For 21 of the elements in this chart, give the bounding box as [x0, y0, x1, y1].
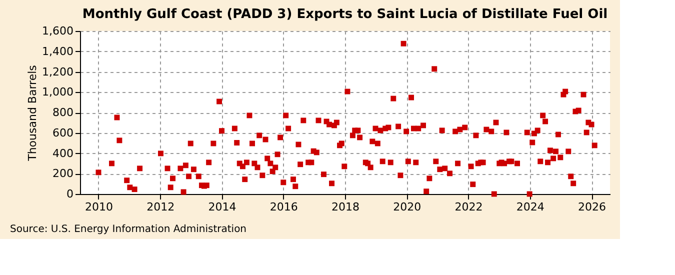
x-tick-label: 2018 — [332, 200, 360, 214]
y-tick-label: 1,600 — [42, 24, 74, 38]
x-tick-label: 2016 — [270, 200, 298, 214]
x-tick-label: 2020 — [393, 200, 422, 214]
y-tick-label: 1,000 — [42, 86, 74, 99]
y-tick-label: 600 — [52, 126, 74, 140]
x-tick-label: 2022 — [454, 200, 483, 214]
x-tick-label: 2026 — [578, 200, 606, 214]
x-tick-label: 2024 — [516, 200, 544, 214]
y-tick-label: 1,200 — [42, 65, 74, 78]
y-tick-label: 800 — [52, 106, 74, 119]
x-tick-label: 2012 — [146, 200, 175, 214]
y-tick-label: 200 — [52, 167, 74, 180]
source-note: Source: U.S. Energy Information Administration — [10, 224, 247, 235]
y-tick-label: 0 — [66, 188, 74, 200]
y-axis-title: Thousand Barrels — [26, 64, 40, 162]
chart-title: Monthly Gulf Coast (PADD 3) Exports to Saint Lucia of Distillate Fuel Oil — [82, 7, 608, 22]
y-tick-label: 400 — [52, 146, 74, 160]
x-tick-label: 2010 — [84, 200, 113, 214]
x-tick-label: 2014 — [208, 200, 236, 214]
y-tick-label: 1,400 — [42, 44, 74, 58]
